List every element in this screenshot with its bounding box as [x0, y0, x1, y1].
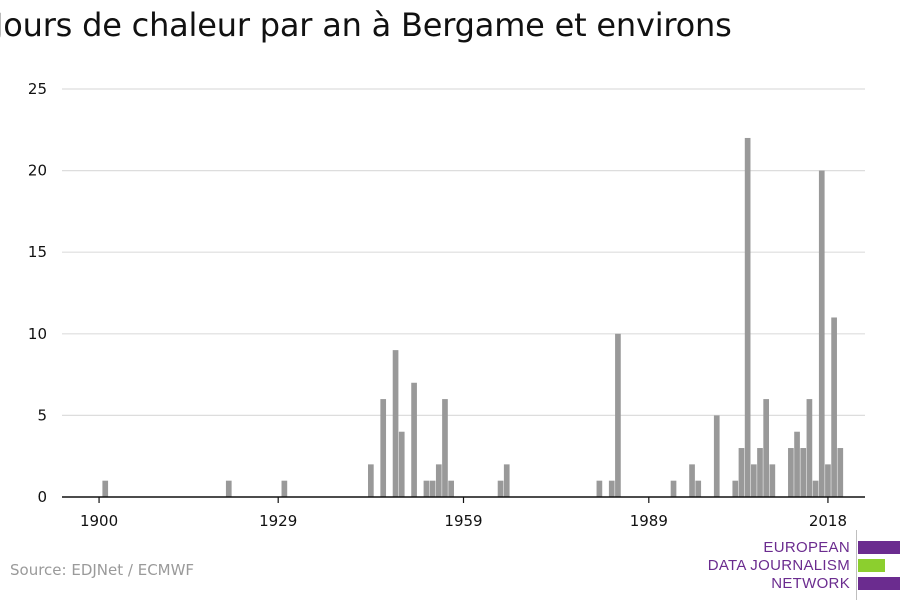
bar[interactable]: [812, 480, 819, 497]
bar[interactable]: [825, 464, 831, 497]
y-tick-label: 0: [37, 488, 47, 506]
logo-purple-bar: [858, 541, 900, 554]
y-tick-label: 15: [28, 243, 47, 261]
bar[interactable]: [732, 480, 739, 497]
bar[interactable]: [503, 464, 510, 497]
logo-line-2: DATA JOURNALISM: [707, 557, 850, 574]
bar[interactable]: [831, 317, 837, 497]
bar[interactable]: [744, 137, 751, 497]
bar[interactable]: [225, 480, 232, 497]
logo-green-bar: [858, 559, 885, 572]
bar[interactable]: [769, 464, 776, 497]
y-tick-label: 5: [37, 406, 47, 424]
bar[interactable]: [442, 399, 448, 497]
y-tick-label: 25: [28, 80, 47, 98]
logo-line-3: NETWORK: [771, 575, 850, 592]
bar[interactable]: [102, 480, 109, 497]
bar[interactable]: [429, 480, 436, 497]
x-tick-label: 2018: [809, 512, 847, 530]
bar[interactable]: [806, 399, 813, 497]
bar[interactable]: [596, 480, 603, 497]
bar[interactable]: [398, 431, 405, 497]
x-tick-label: 1989: [630, 512, 668, 530]
bar[interactable]: [818, 170, 825, 497]
bar[interactable]: [411, 382, 417, 497]
bar[interactable]: [448, 480, 454, 497]
y-tick-label: 20: [28, 162, 47, 180]
axes: 0 5 10 15 20 25 1900 1929 1959 1989 2018: [28, 80, 865, 530]
bar[interactable]: [608, 480, 615, 497]
x-tick-label: 1900: [80, 512, 118, 530]
bar[interactable]: [750, 464, 757, 497]
logo-purple-bar: [858, 577, 900, 590]
bar[interactable]: [800, 448, 807, 497]
bar[interactable]: [435, 464, 442, 497]
logo-line-1: EUROPEAN: [763, 539, 850, 556]
bar[interactable]: [837, 448, 844, 497]
bar[interactable]: [695, 480, 702, 497]
bar[interactable]: [713, 415, 720, 497]
y-tick-label: 10: [28, 325, 47, 343]
edjnet-logo[interactable]: EUROPEAN DATA JOURNALISM NETWORK: [700, 530, 900, 600]
bar[interactable]: [757, 448, 763, 497]
bar[interactable]: [423, 480, 430, 497]
bar[interactable]: [281, 480, 288, 497]
bar[interactable]: [763, 399, 770, 497]
bar[interactable]: [788, 448, 794, 497]
bar[interactable]: [392, 350, 399, 497]
bar[interactable]: [670, 480, 677, 497]
bar[interactable]: [794, 431, 800, 497]
logo-divider: [856, 530, 857, 600]
source-text: Source: EDJNet / ECMWF: [10, 561, 195, 579]
bar[interactable]: [497, 480, 504, 497]
x-tick-label: 1959: [444, 512, 482, 530]
bar[interactable]: [738, 448, 745, 497]
x-tick-label: 1929: [259, 512, 297, 530]
chart-title: Jours de chaleur par an à Bergame et env…: [0, 6, 732, 44]
bar[interactable]: [615, 333, 621, 497]
bar[interactable]: [380, 399, 387, 497]
bar[interactable]: [368, 464, 374, 497]
bars: [102, 137, 844, 497]
bar[interactable]: [689, 464, 695, 497]
gridlines: [62, 88, 865, 416]
